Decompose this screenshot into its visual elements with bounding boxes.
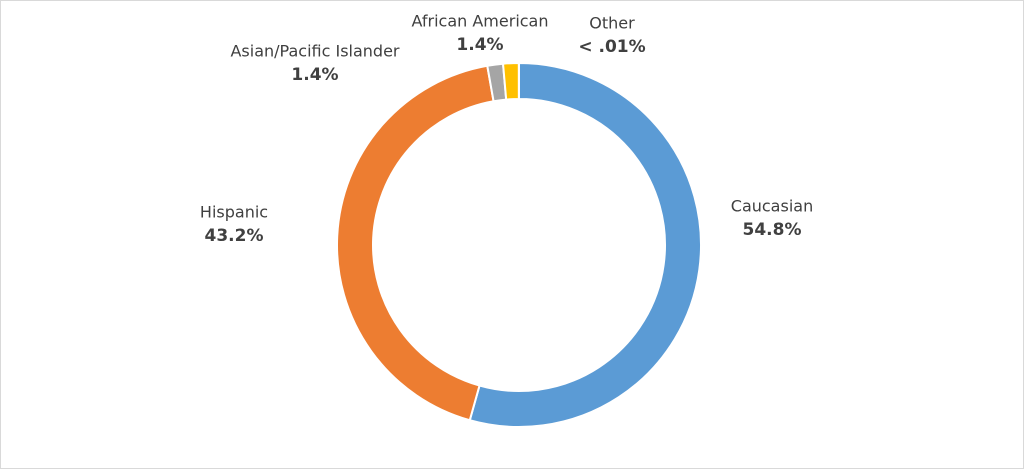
donut-slice bbox=[468, 61, 702, 428]
donut-slice bbox=[501, 61, 520, 101]
value-label: 1.4% bbox=[456, 35, 503, 55]
value-label: < .01% bbox=[578, 37, 645, 57]
category-label: Other bbox=[589, 14, 635, 33]
value-label: 43.2% bbox=[205, 226, 264, 246]
category-label: Caucasian bbox=[731, 197, 813, 216]
category-label: Asian/Pacific Islander bbox=[230, 42, 399, 61]
category-label: Hispanic bbox=[200, 203, 268, 222]
value-label: 1.4% bbox=[291, 65, 338, 85]
category-label: African American bbox=[412, 12, 549, 31]
value-label: 54.8% bbox=[743, 220, 802, 240]
